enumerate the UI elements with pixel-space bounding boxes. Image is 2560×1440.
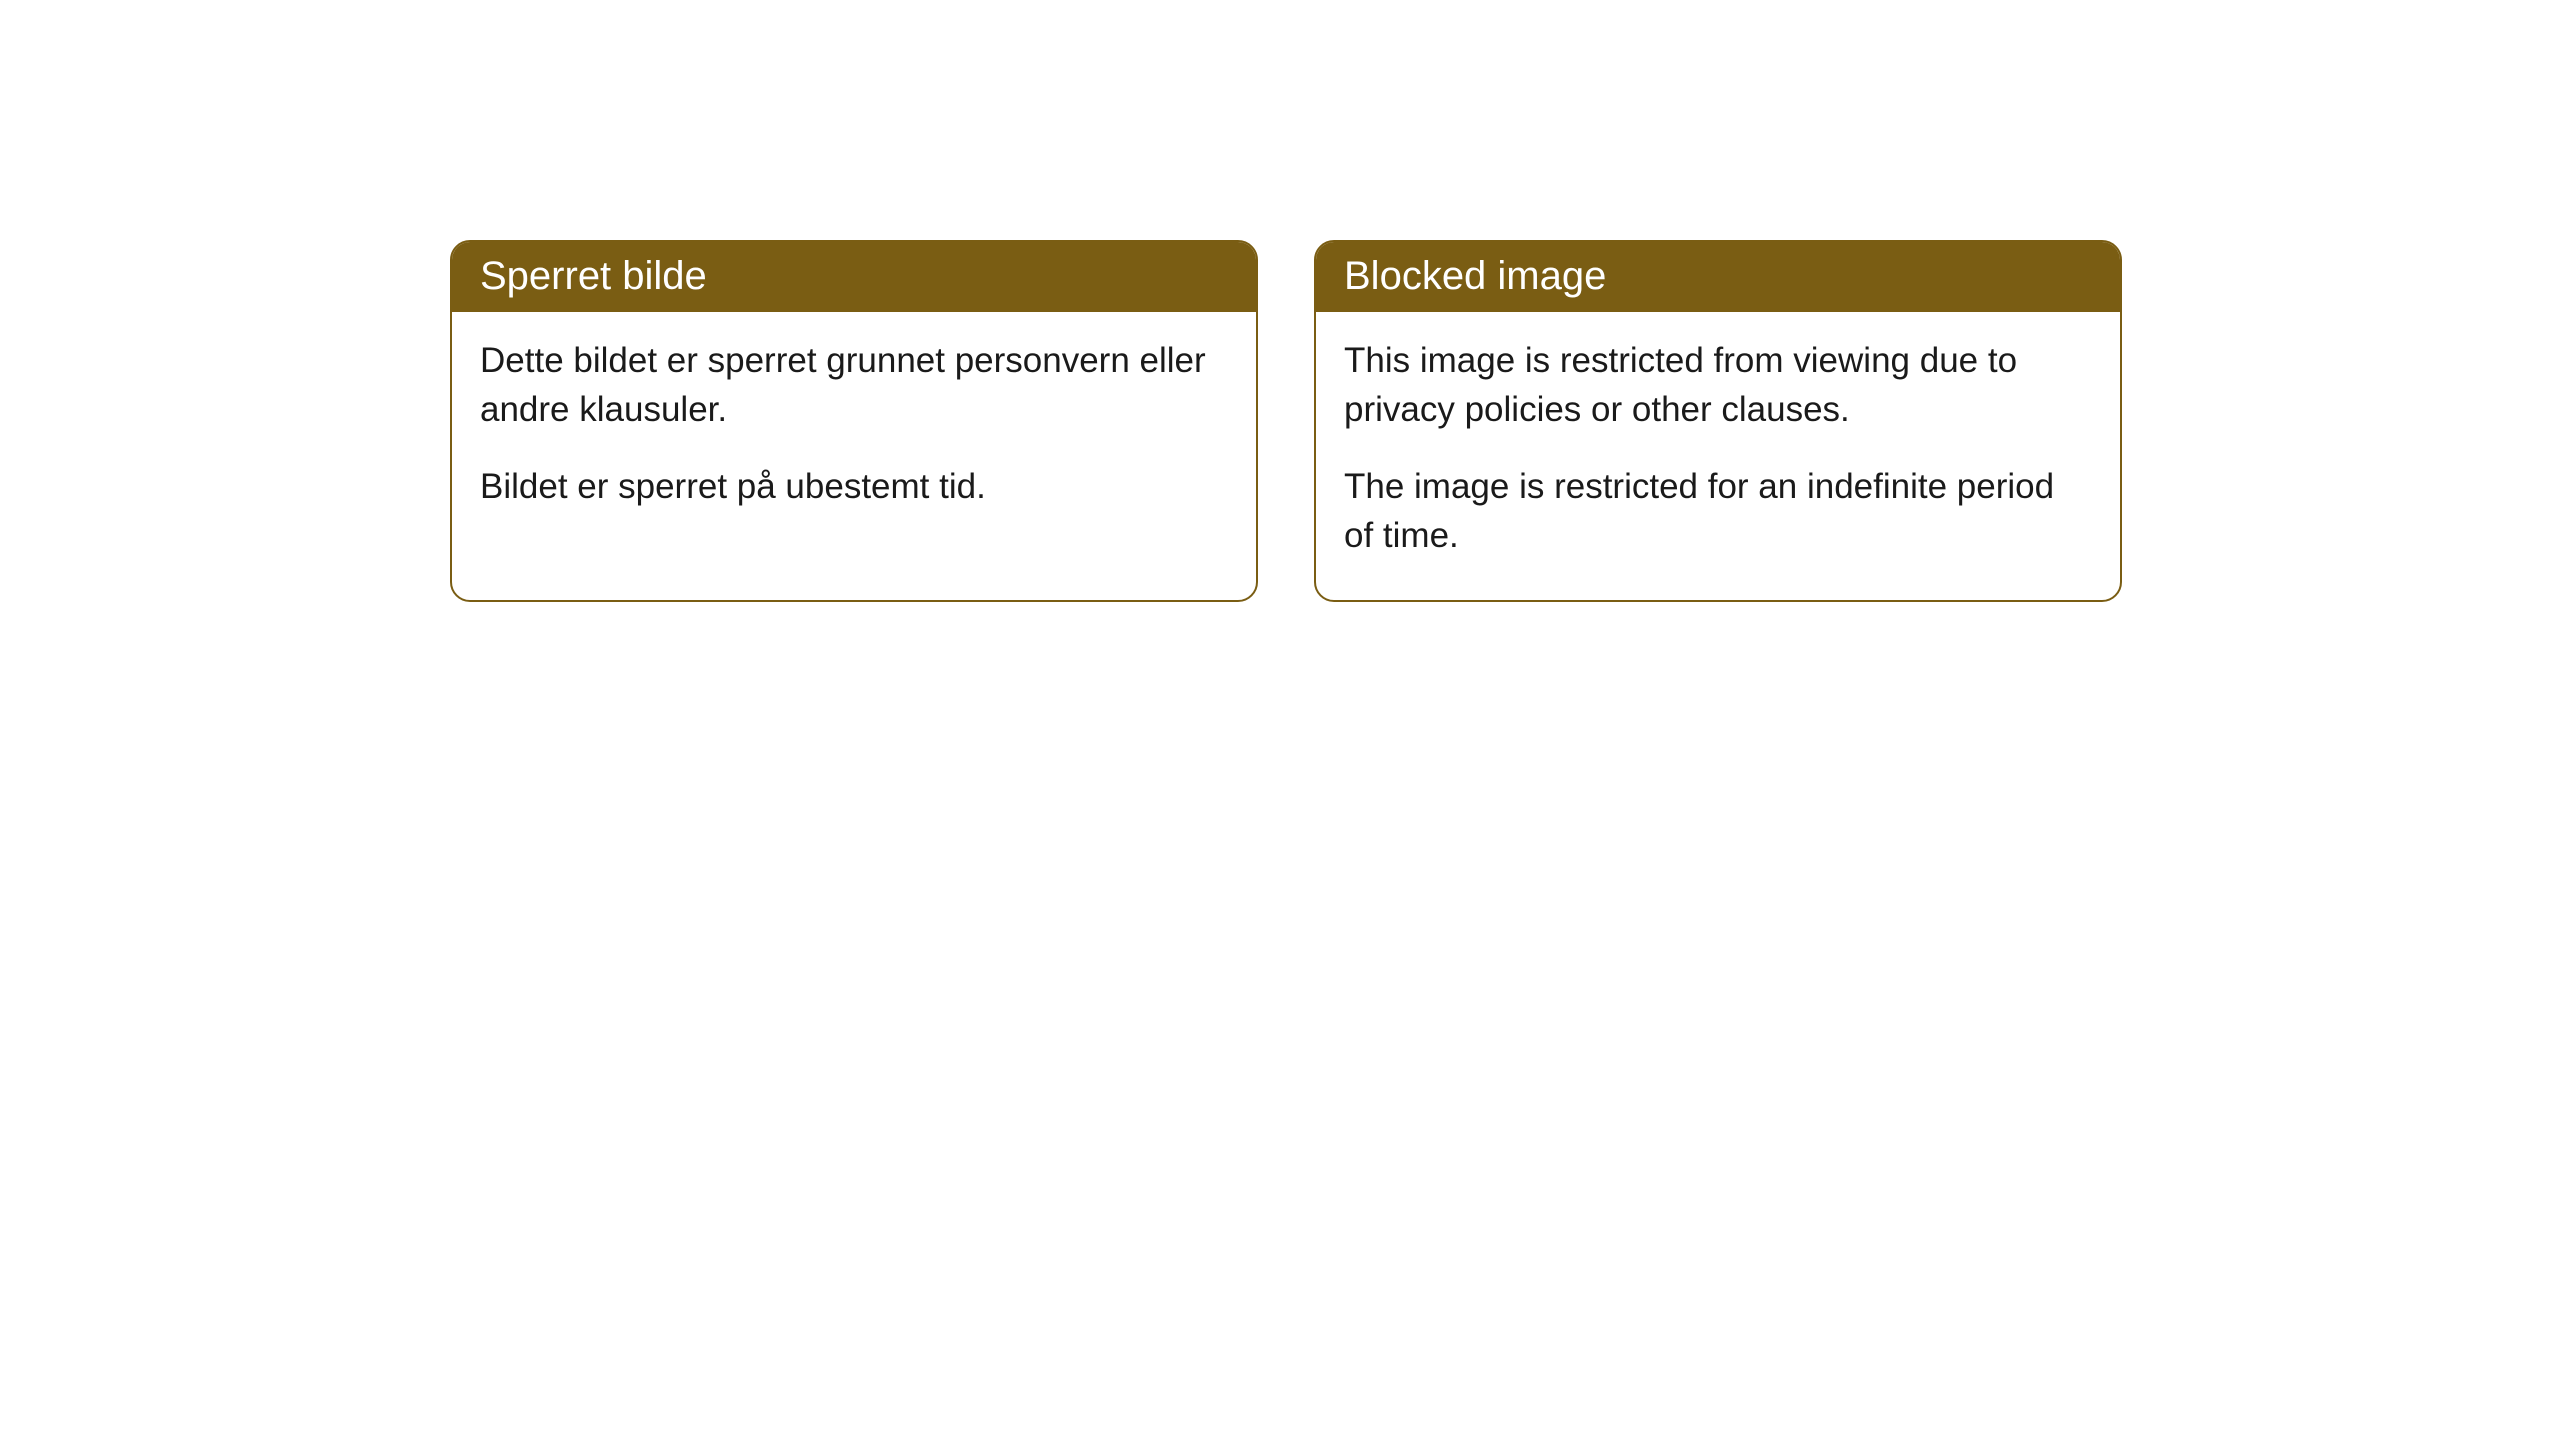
card-header: Sperret bilde	[452, 242, 1256, 312]
notice-cards-container: Sperret bilde Dette bildet er sperret gr…	[450, 240, 2122, 602]
card-paragraph: Dette bildet er sperret grunnet personve…	[480, 336, 1228, 434]
card-body: Dette bildet er sperret grunnet personve…	[452, 312, 1256, 551]
card-header: Blocked image	[1316, 242, 2120, 312]
card-paragraph: Bildet er sperret på ubestemt tid.	[480, 462, 1228, 511]
card-title: Sperret bilde	[480, 254, 707, 298]
card-title: Blocked image	[1344, 254, 1606, 298]
notice-card-english: Blocked image This image is restricted f…	[1314, 240, 2122, 602]
notice-card-norwegian: Sperret bilde Dette bildet er sperret gr…	[450, 240, 1258, 602]
card-body: This image is restricted from viewing du…	[1316, 312, 2120, 600]
card-paragraph: The image is restricted for an indefinit…	[1344, 462, 2092, 560]
card-paragraph: This image is restricted from viewing du…	[1344, 336, 2092, 434]
